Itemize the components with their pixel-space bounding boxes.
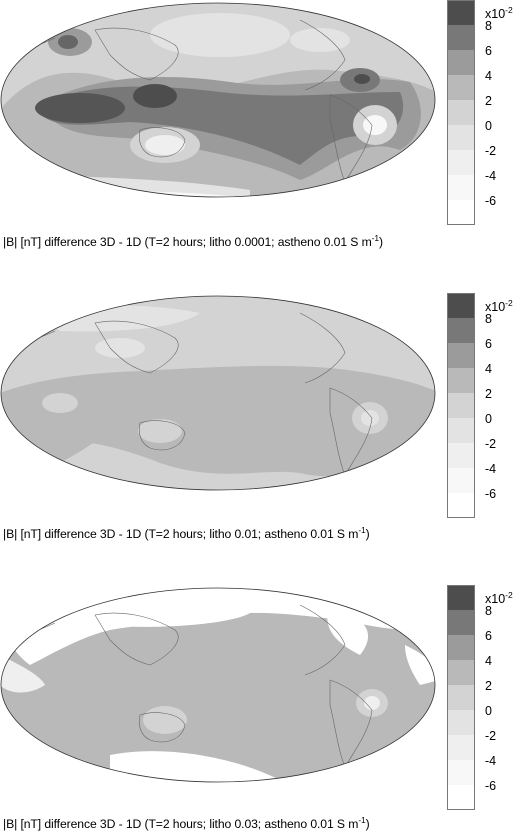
- colorbar-tick: 4: [485, 362, 492, 376]
- colorbar-swatch: [447, 343, 475, 368]
- contour-region: [138, 419, 182, 443]
- colorbar-scale-label: x10-2: [485, 5, 513, 21]
- contour-region: [364, 696, 380, 710]
- colorbar-swatch: [447, 125, 475, 150]
- colorbar-tick: 4: [485, 654, 492, 668]
- colorbar-swatch: [447, 100, 475, 125]
- colorbar-tick: 0: [485, 412, 492, 426]
- colorbar-tick: 0: [485, 119, 492, 133]
- colorbar-swatch: [447, 75, 475, 100]
- colorbar-tick: 2: [485, 387, 492, 401]
- colorbar-swatch: [447, 610, 475, 635]
- contour-region: [150, 13, 290, 57]
- colorbar-tick: 6: [485, 337, 492, 351]
- colorbar-swatch: [447, 318, 475, 343]
- map-outline: [0, 295, 436, 491]
- colorbar-swatch: [447, 418, 475, 443]
- contour-region: [110, 751, 280, 782]
- colorbar-tick: -4: [485, 462, 497, 476]
- contour-region: [363, 115, 387, 135]
- map-outline: [0, 587, 436, 783]
- colorbar-swatch: [447, 493, 475, 518]
- colorbar-tick: -6: [485, 779, 497, 793]
- colorbar-tick: 0: [485, 704, 492, 718]
- map-panel-1: x10-2 8 6 4 2 0 -2 -4 -6 |B| [nT] differ…: [0, 0, 520, 275]
- colorbar-swatch: [447, 175, 475, 200]
- colorbar-tick: -6: [485, 194, 497, 208]
- colorbar-tick: 6: [485, 629, 492, 643]
- colorbar-swatch: [447, 685, 475, 710]
- contour-region: [58, 35, 78, 49]
- colorbar-tick: 6: [485, 44, 492, 58]
- contour-region: [405, 645, 435, 685]
- hammer-map-3: [0, 587, 436, 783]
- colorbar-3: [447, 585, 475, 810]
- colorbar-tick: -4: [485, 754, 497, 768]
- colorbar-tick: -2: [485, 729, 497, 743]
- colorbar-swatch: [447, 293, 475, 318]
- colorbar-scale-label: x10-2: [485, 590, 513, 606]
- figure-caption-3: |B| [nT] difference 3D - 1D (T=2 hours; …: [3, 815, 370, 831]
- colorbar-swatch: [447, 25, 475, 50]
- colorbar-swatch: [447, 785, 475, 810]
- colorbar-swatch: [447, 660, 475, 685]
- colorbar-tick: -2: [485, 144, 497, 158]
- colorbar-swatch: [447, 710, 475, 735]
- colorbar-swatch: [447, 760, 475, 785]
- contour-region: [327, 605, 369, 655]
- colorbar-swatch: [447, 150, 475, 175]
- colorbar-swatch: [447, 468, 475, 493]
- colorbar-tick: -2: [485, 437, 497, 451]
- figure-caption-1: |B| [nT] difference 3D - 1D (T=2 hours; …: [3, 233, 383, 249]
- colorbar-tick: 4: [485, 69, 492, 83]
- contour-region: [35, 93, 125, 123]
- colorbar-tick: -4: [485, 169, 497, 183]
- colorbar-swatch: [447, 735, 475, 760]
- colorbar-swatch: [447, 368, 475, 393]
- contour-region: [354, 74, 370, 84]
- map-panel-3: x10-2 8 6 4 2 0 -2 -4 -6 |B| [nT] differ…: [0, 585, 520, 833]
- colorbar-tick: 8: [485, 312, 492, 326]
- colorbar-scale-label: x10-2: [485, 298, 513, 314]
- colorbar-tick: 2: [485, 94, 492, 108]
- colorbar-swatch: [447, 585, 475, 610]
- contour-region: [1, 655, 45, 693]
- colorbar-swatch: [447, 635, 475, 660]
- figure-caption-2: |B| [nT] difference 3D - 1D (T=2 hours; …: [3, 525, 370, 541]
- colorbar-swatch: [447, 50, 475, 75]
- contour-region: [361, 410, 379, 426]
- contour-region: [35, 86, 404, 165]
- map-panel-2: x10-2 8 6 4 2 0 -2 -4 -6 |B| [nT] differ…: [0, 293, 520, 553]
- colorbar-swatch: [447, 200, 475, 225]
- contour-region: [290, 28, 350, 52]
- contour-region: [143, 706, 187, 734]
- colorbar-swatch: [447, 443, 475, 468]
- colorbar-tick: 8: [485, 604, 492, 618]
- colorbar-tick: 2: [485, 679, 492, 693]
- contour-region: [145, 135, 185, 155]
- colorbar-tick: -6: [485, 487, 497, 501]
- colorbar-2: [447, 293, 475, 518]
- colorbar-tick: 8: [485, 19, 492, 33]
- contour-region: [133, 84, 177, 108]
- contour-region: [42, 393, 78, 413]
- hammer-map-2: [0, 295, 436, 491]
- hammer-map-1: [0, 2, 436, 198]
- colorbar-swatch: [447, 393, 475, 418]
- contour-region: [95, 338, 145, 358]
- colorbar-1: [447, 0, 475, 225]
- colorbar-swatch: [447, 0, 475, 25]
- map-outline: [0, 2, 436, 198]
